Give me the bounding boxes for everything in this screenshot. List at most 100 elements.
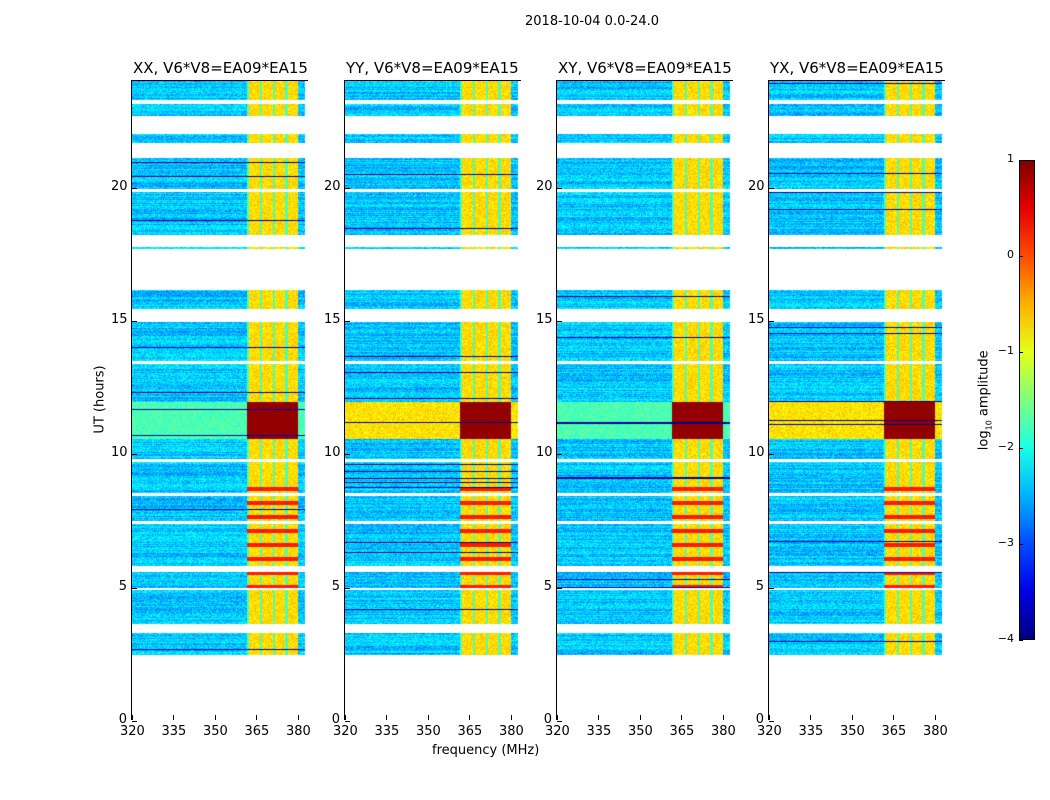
x-tick-label: 365 [881,724,907,739]
x-tick [681,715,683,720]
x-axis-label: frequency (MHz) [432,743,540,758]
y-tick-label: 0 [331,712,340,727]
y-tick [557,721,562,722]
x-tick-label: 335 [586,724,612,739]
colorbar-tick-label: −3 [997,536,1014,549]
y-tick [769,721,774,722]
colorbar-label: log10 amplitude [976,350,994,451]
colorbar-tick [1019,640,1023,641]
y-tick [345,454,350,456]
x-tick [810,715,812,720]
x-tick [934,715,936,720]
colorbar-tick [1019,352,1023,353]
x-tick [297,715,299,720]
spectrogram-image [132,81,309,721]
x-tick [427,715,429,720]
x-tick-label: 365 [669,724,695,739]
x-tick-label: 335 [374,724,400,739]
panel-xy [556,80,734,722]
colorbar-tick [1019,448,1023,449]
x-tick-label: 320 [333,724,358,739]
y-tick-label: 15 [536,312,553,327]
panel-yx [768,80,946,722]
y-tick [345,187,350,189]
y-tick-label: 20 [111,178,128,194]
y-tick [557,454,562,456]
panel-title: XX, V6*V8=EA09*EA15 [133,59,308,77]
x-tick-label: 350 [415,724,441,739]
x-tick [851,715,853,720]
y-tick-label: 10 [324,445,341,461]
colorbar-tick-label: 0 [1007,248,1014,261]
x-tick [510,715,512,720]
y-tick-label: 10 [536,445,553,461]
y-axis-label: UT (hours) [92,365,108,434]
colorbar-tick-label: −4 [997,632,1014,645]
x-tick [345,715,346,720]
x-tick [893,715,895,720]
panel-yy [344,80,522,722]
x-tick-label: 380 [922,724,948,739]
y-tick [557,187,562,189]
y-tick-label: 10 [111,445,128,461]
x-tick-label: 350 [839,724,865,739]
y-tick [557,587,562,589]
y-tick [132,587,137,589]
x-tick [722,715,724,720]
figure-title: 2018-10-04 0.0-24.0 [525,14,659,29]
y-tick-label: 15 [111,312,128,327]
y-tick-label: 0 [543,712,552,727]
y-tick-label: 5 [118,578,127,594]
x-tick [769,715,770,720]
y-tick-label: 15 [748,312,765,327]
x-tick-label: 320 [120,724,145,739]
x-tick [256,715,258,720]
y-tick-label: 5 [755,578,764,594]
panel-title: YY, V6*V8=EA09*EA15 [346,59,519,77]
colorbar-tick [1019,256,1023,257]
y-tick [132,187,137,189]
x-tick-label: 335 [161,724,187,739]
colorbar [1019,160,1035,640]
y-tick-label: 20 [748,178,765,194]
y-tick [345,721,350,722]
spectrogram-image [557,81,734,721]
y-tick-label: 5 [331,578,340,594]
x-tick [598,715,600,720]
y-tick [345,587,350,589]
x-tick [557,715,558,720]
colorbar-tick-label: −1 [997,344,1014,357]
y-tick [769,321,774,322]
colorbar-tick [1019,160,1023,161]
x-tick-label: 320 [545,724,570,739]
x-tick-label: 380 [285,724,311,739]
x-tick-label: 335 [798,724,824,739]
panel-xx [131,80,309,722]
colorbar-tick-label: 1 [1007,152,1014,165]
y-tick [769,587,774,589]
y-tick-label: 15 [324,312,341,327]
panel-title: XY, V6*V8=EA09*EA15 [558,59,732,77]
spectrogram-image [769,81,946,721]
y-tick-label: 20 [536,178,553,194]
x-tick [469,715,471,720]
x-tick-label: 350 [627,724,653,739]
y-tick [132,721,137,722]
x-tick [386,715,388,720]
y-tick [132,454,137,456]
x-tick [639,715,641,720]
y-tick-label: 0 [755,712,764,727]
y-tick [557,321,562,322]
y-tick-label: 0 [118,712,127,727]
x-tick-label: 320 [757,724,782,739]
y-tick-label: 10 [748,445,765,461]
y-tick [769,187,774,189]
x-tick-label: 380 [498,724,524,739]
x-tick-label: 380 [710,724,736,739]
x-tick-label: 365 [244,724,270,739]
y-tick-label: 20 [324,178,341,194]
x-tick [132,715,133,720]
panel-title: YX, V6*V8=EA09*EA15 [770,59,944,77]
x-tick [214,715,216,720]
